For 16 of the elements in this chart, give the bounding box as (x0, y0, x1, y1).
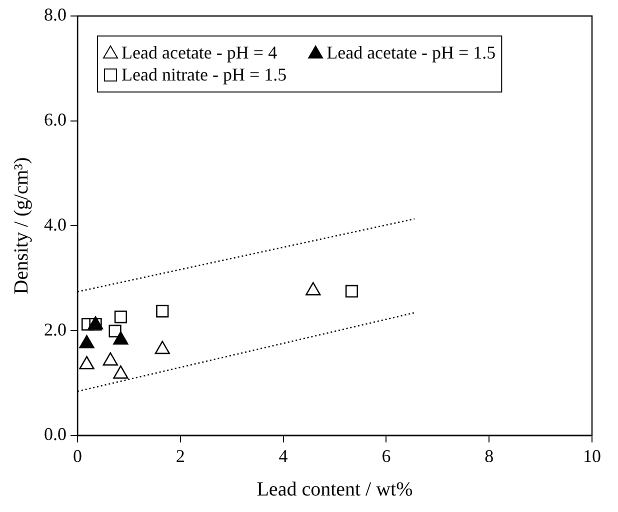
x-tick-label: 2 (176, 446, 185, 466)
legend-label: Lead nitrate - pH = 1.5 (122, 64, 287, 85)
y-tick-label: 0.0 (44, 424, 66, 444)
x-tick-label: 4 (278, 446, 288, 466)
legend-label: Lead acetate - pH = 1.5 (326, 42, 496, 63)
y-tick-label: 6.0 (44, 110, 66, 130)
x-tick-label: 10 (583, 446, 601, 466)
y-axis-title: Density / (g/cm³) (10, 157, 32, 294)
y-tick-label: 4.0 (44, 214, 66, 234)
x-tick-label: 6 (382, 446, 391, 466)
y-tick-label: 2.0 (44, 319, 66, 340)
x-tick-label: 0 (73, 446, 82, 466)
legend-label: Lead acetate - pH = 4 (122, 42, 278, 63)
x-tick-label: 8 (484, 446, 494, 466)
y-tick-label: 8.0 (44, 4, 66, 25)
x-axis-title: Lead content / wt% (256, 478, 413, 500)
